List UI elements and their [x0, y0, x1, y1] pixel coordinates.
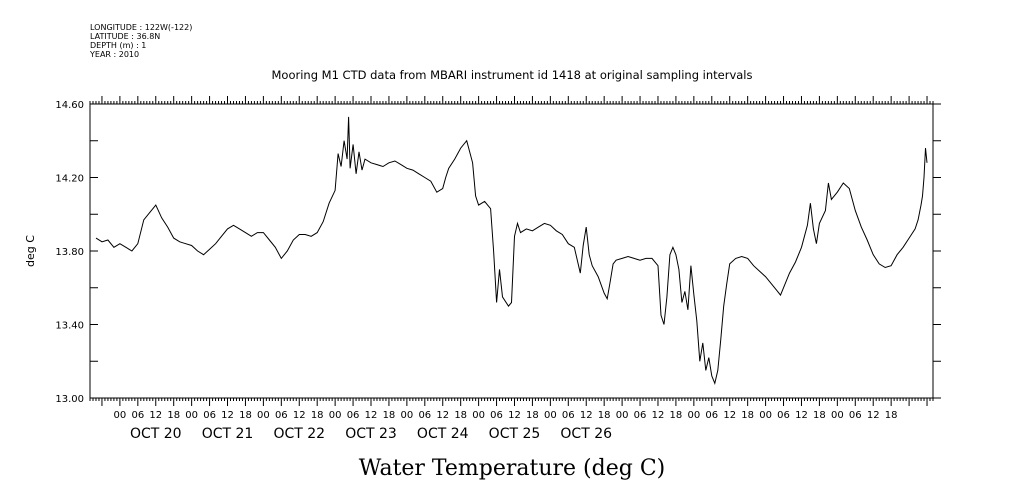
x-tick-label: 06 [347, 410, 360, 421]
x-tick-label: 00 [544, 410, 557, 421]
x-tick-label: 18 [383, 410, 396, 421]
x-tick-label: 06 [562, 410, 575, 421]
series-group [95, 116, 928, 385]
x-tick-label: 00 [616, 410, 629, 421]
x-tick-label: 18 [670, 410, 683, 421]
date-label: OCT 21 [202, 426, 254, 442]
date-label: OCT 22 [273, 426, 325, 442]
x-tick-label: 06 [490, 410, 503, 421]
x-tick-label: 12 [867, 410, 880, 421]
y-tick-label: 14.20 [55, 174, 84, 185]
plot-frame [89, 103, 934, 399]
x-tick-label: 18 [813, 410, 826, 421]
x-tick-label: 12 [795, 410, 808, 421]
x-tick-label: 18 [454, 410, 467, 421]
x-tick-label: 12 [293, 410, 306, 421]
y-axis: 13.00 13.40 13.80 14.20 14.60 [55, 100, 941, 405]
x-tick-label: 18 [598, 410, 611, 421]
x-tick-label: 00 [114, 410, 127, 421]
x-tick-label: 18 [526, 410, 539, 421]
x-tick-label: 18 [311, 410, 324, 421]
depth-label: DEPTH (m) : 1 [90, 41, 146, 50]
y-axis-label: deg C [24, 235, 37, 267]
x-tick-label: 00 [687, 410, 700, 421]
date-label: OCT 23 [345, 426, 397, 442]
x-tick-label: 12 [436, 410, 449, 421]
x-tick-label: 00 [472, 410, 485, 421]
year-label: YEAR : 2010 [89, 50, 139, 59]
x-tick-label: 00 [329, 410, 342, 421]
y-tick-label: 13.80 [55, 247, 84, 258]
latitude-label: LATITUDE : 36.8N [90, 32, 160, 41]
x-tick-label: 00 [185, 410, 198, 421]
x-tick-label: 18 [741, 410, 754, 421]
y-tick-label: 13.00 [55, 394, 84, 405]
x-axis-label: Water Temperature (deg C) [359, 456, 666, 481]
x-tick-label: 12 [365, 410, 378, 421]
x-axis: 00 06 12 18 00 06 12 18 00 06 12 18 00 06 12 18 00 06 12 18… [89, 96, 934, 421]
chart-title: Mooring M1 CTD data from MBARI instrumen… [272, 68, 753, 82]
x-tick-label: 12 [723, 410, 736, 421]
y-tick-label: 14.60 [55, 100, 84, 111]
x-tick-label: 00 [401, 410, 414, 421]
x-tick-label: 06 [634, 410, 647, 421]
x-tick-label: 06 [275, 410, 288, 421]
x-tick-label: 06 [705, 410, 718, 421]
date-labels: OCT 20 OCT 21 OCT 22 OCT 23 OCT 24 OCT 25 OCT … [130, 426, 612, 442]
x-tick-label: 00 [831, 410, 844, 421]
x-tick-label: 00 [759, 410, 772, 421]
x-tick-label: 12 [508, 410, 521, 421]
date-label: OCT 24 [417, 426, 469, 442]
x-tick-label: 18 [239, 410, 252, 421]
x-tick-label: 12 [149, 410, 162, 421]
date-label: OCT 20 [130, 426, 182, 442]
x-tick-label: 00 [257, 410, 270, 421]
date-label: OCT 26 [560, 426, 612, 442]
x-tick-label: 18 [167, 410, 180, 421]
x-tick-label: 06 [203, 410, 216, 421]
temperature-series-line [95, 116, 928, 385]
x-tick-label: 06 [131, 410, 144, 421]
x-tick-label: 18 [885, 410, 898, 421]
date-label: OCT 25 [489, 426, 541, 442]
x-tick-label: 06 [777, 410, 790, 421]
x-tick-label: 06 [849, 410, 862, 421]
x-tick-label: 12 [652, 410, 665, 421]
longitude-label: LONGITUDE : 122W(-122) [90, 23, 192, 32]
y-tick-label: 13.40 [55, 321, 84, 332]
x-tick-label: 12 [580, 410, 593, 421]
x-tick-label: 12 [221, 410, 234, 421]
x-tick-label: 06 [418, 410, 431, 421]
